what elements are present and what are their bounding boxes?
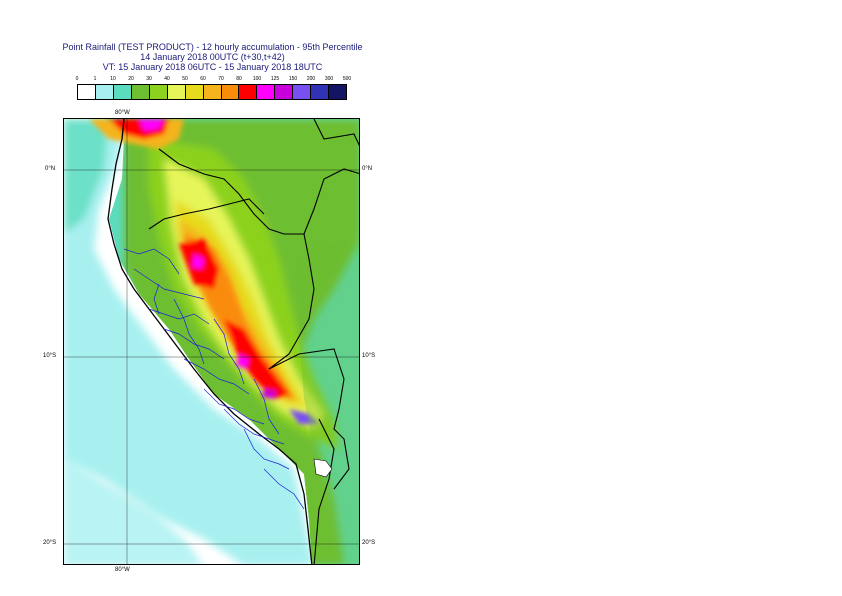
legend-swatch bbox=[131, 85, 150, 99]
lat-label-top-left: 0°N bbox=[45, 166, 56, 172]
rainfall-map bbox=[63, 118, 360, 565]
legend-threshold-label: 500 bbox=[342, 76, 352, 82]
coastline bbox=[107, 119, 313, 564]
legend-swatch bbox=[95, 85, 114, 99]
legend-swatch bbox=[185, 85, 204, 99]
lat-label-bottom-right: 20°S bbox=[362, 540, 376, 546]
legend-swatch bbox=[167, 85, 186, 99]
graticule bbox=[64, 119, 359, 564]
ocean-rain-field bbox=[64, 119, 314, 564]
legend-swatch bbox=[239, 85, 258, 99]
legend-swatch bbox=[221, 85, 240, 99]
legend-threshold-label: 20 bbox=[128, 76, 134, 82]
legend-threshold-label: 1 bbox=[93, 76, 97, 82]
lake-titicaca bbox=[313, 458, 333, 478]
legend-threshold-label: 10 bbox=[110, 76, 116, 82]
legend-labels: 0 1 10 20 30 40 50 60 70 80 100 125 150 200 300 500 bbox=[75, 76, 352, 84]
lon-label-bottom: 80°W bbox=[115, 567, 130, 573]
legend-threshold-label: 60 bbox=[200, 76, 206, 82]
map-canvas bbox=[64, 119, 359, 564]
lat-label-mid-right: 10°S bbox=[362, 353, 376, 359]
legend-swatch bbox=[257, 85, 276, 99]
valid-time: VT: 15 January 2018 06UTC - 15 January 2… bbox=[102, 62, 323, 72]
lat-label-top-right: 0°N bbox=[362, 166, 373, 172]
lon-label-top: 80°W bbox=[115, 110, 130, 116]
legend-swatch bbox=[78, 85, 96, 99]
province-boundaries bbox=[123, 248, 305, 510]
legend-threshold-label: 0 bbox=[75, 76, 79, 82]
legend-threshold-label: 150 bbox=[288, 76, 298, 82]
legend-threshold-label: 70 bbox=[218, 76, 224, 82]
legend-swatch bbox=[203, 85, 222, 99]
lat-label-bottom-left: 20°S bbox=[43, 540, 57, 546]
legend-swatch bbox=[275, 85, 294, 99]
legend-threshold-label: 125 bbox=[270, 76, 280, 82]
legend-threshold-label: 40 bbox=[164, 76, 170, 82]
legend-swatch bbox=[311, 85, 330, 99]
legend-threshold-label: 50 bbox=[182, 76, 188, 82]
legend-color-scale bbox=[77, 84, 347, 100]
chart-title: Point Rainfall (TEST PRODUCT) - 12 hourl… bbox=[62, 42, 363, 52]
legend-threshold-label: 300 bbox=[324, 76, 334, 82]
legend-threshold-label: 100 bbox=[252, 76, 262, 82]
legend-swatch bbox=[149, 85, 168, 99]
legend-threshold-label: 30 bbox=[146, 76, 152, 82]
title-block: Point Rainfall (TEST PRODUCT) - 12 hourl… bbox=[40, 42, 385, 72]
base-time: 14 January 2018 00UTC (t+30,t+42) bbox=[140, 52, 285, 62]
legend-threshold-label: 200 bbox=[306, 76, 316, 82]
lat-label-mid-left: 10°S bbox=[43, 353, 57, 359]
legend-swatch bbox=[329, 85, 347, 99]
national-borders bbox=[148, 119, 359, 564]
legend-threshold-label: 80 bbox=[236, 76, 242, 82]
legend-swatch bbox=[293, 85, 312, 99]
legend-swatch bbox=[113, 85, 132, 99]
